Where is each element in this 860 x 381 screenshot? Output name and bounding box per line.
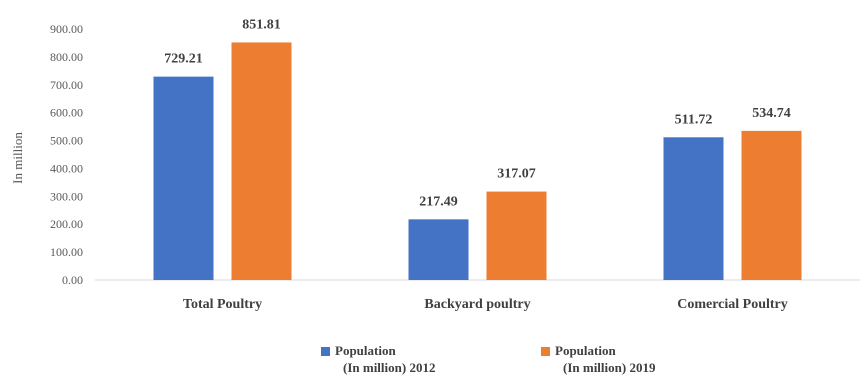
legend-swatch-2012 — [321, 347, 330, 356]
data-labels: 729.21 851.81 217.49 317.07 511.72 534.74 — [164, 17, 791, 209]
legend-label-2019: Population (In million) 2019 — [555, 343, 656, 375]
y-tick-label: 300.00 — [50, 189, 83, 203]
x-axis-categories: Total Poultry Backyard poultry Comercial P… — [183, 297, 788, 312]
legend-label-2012: Population (In million) 2012 — [335, 343, 436, 375]
bar — [153, 76, 214, 280]
bar — [663, 137, 724, 280]
y-tick-label: 600.00 — [50, 106, 83, 120]
data-label: 851.81 — [242, 17, 281, 32]
data-label: 534.74 — [752, 106, 791, 121]
bar — [486, 191, 547, 280]
bars — [153, 42, 802, 281]
data-label: 511.72 — [675, 112, 713, 127]
y-tick-label: 400.00 — [50, 161, 83, 175]
bar — [408, 219, 469, 280]
y-axis-label: In million — [10, 132, 25, 184]
y-tick-label: 200.00 — [50, 217, 83, 231]
y-tick-label: 900.00 — [50, 22, 83, 36]
legend-item-2019: Population (In million) 2019 — [541, 342, 655, 376]
bar — [231, 42, 292, 281]
data-label: 217.49 — [419, 194, 458, 209]
y-tick-label: 500.00 — [50, 134, 83, 148]
legend-swatch-2019 — [541, 347, 550, 356]
legend-item-2012: Population (In million) 2012 — [321, 342, 435, 376]
data-label: 729.21 — [164, 52, 203, 67]
y-axis-ticks: 0.00 100.00 200.00 300.00 400.00 500.00 600.00… — [50, 22, 83, 287]
y-tick-label: 0.00 — [62, 273, 83, 287]
data-label: 317.07 — [497, 167, 536, 182]
category-label: Total Poultry — [183, 297, 262, 312]
bar — [741, 130, 802, 280]
category-label: Backyard poultry — [424, 297, 530, 312]
y-tick-label: 100.00 — [50, 245, 83, 259]
y-tick-label: 800.00 — [50, 50, 83, 64]
category-label: Comercial Poultry — [677, 297, 788, 312]
y-tick-label: 700.00 — [50, 78, 83, 92]
